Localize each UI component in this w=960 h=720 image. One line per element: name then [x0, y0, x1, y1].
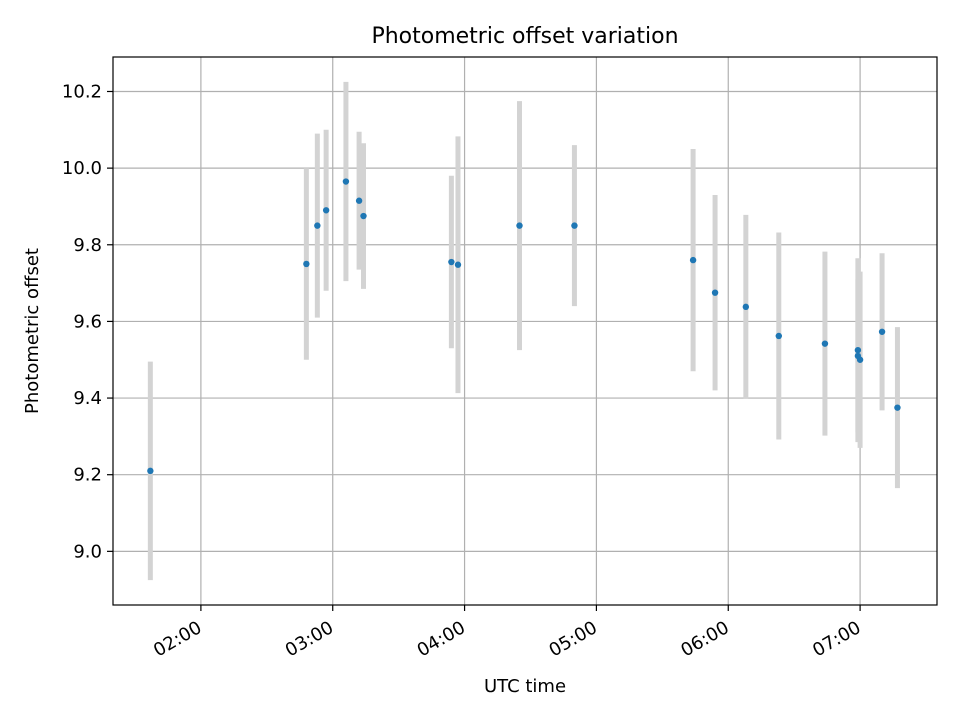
data-point [689, 256, 697, 264]
data-point [854, 346, 862, 354]
data-point [878, 328, 886, 335]
data-point [571, 222, 578, 229]
chart-title: Photometric offset variation [371, 24, 678, 49]
y-tick-label: 10.2 [62, 81, 102, 102]
data-point [742, 303, 750, 311]
data-point [894, 404, 901, 411]
data-point [342, 178, 350, 185]
data-point [314, 222, 321, 229]
y-axis-label: Photometric offset [22, 248, 43, 414]
y-tick-label: 9.6 [73, 311, 102, 332]
y-tick-label: 9.0 [73, 541, 102, 562]
data-point [856, 356, 864, 363]
data-point [360, 212, 367, 220]
y-tick-label: 9.8 [73, 235, 102, 256]
y-tick-label: 9.4 [73, 388, 102, 409]
data-point [448, 258, 455, 266]
x-axis-label: UTC time [484, 676, 566, 697]
data-point [775, 332, 782, 340]
y-tick-label: 9.2 [73, 465, 102, 486]
data-point [355, 197, 363, 204]
data-points [147, 178, 901, 475]
data-point [147, 467, 154, 475]
data-point [454, 261, 462, 268]
data-point [821, 340, 829, 347]
data-point [711, 289, 719, 296]
data-point [303, 260, 310, 268]
data-point [516, 222, 523, 229]
y-tick-label: 10.0 [62, 158, 102, 179]
y-axis-ticks: 9.0 9.2 9.4 9.6 9.8 10.0 10.2 [62, 81, 113, 562]
plot-frame [112, 56, 938, 606]
data-point [322, 207, 330, 214]
